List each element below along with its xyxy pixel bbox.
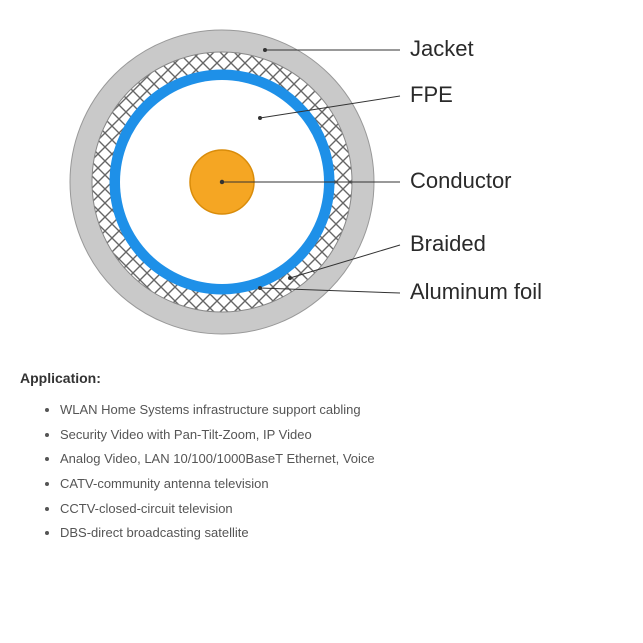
callout-label: Braided xyxy=(410,233,486,255)
application-item: CCTV-closed-circuit television xyxy=(60,497,623,522)
callout-dot xyxy=(258,286,262,290)
callout-label: Conductor xyxy=(410,170,512,192)
application-section: Application: WLAN Home Systems infrastru… xyxy=(0,360,643,546)
application-heading: Application: xyxy=(20,370,623,386)
application-item: WLAN Home Systems infrastructure support… xyxy=(60,398,623,423)
application-item: Analog Video, LAN 10/100/1000BaseT Ether… xyxy=(60,447,623,472)
callout-dot xyxy=(288,276,292,280)
callout-dot xyxy=(263,48,267,52)
callout-label: FPE xyxy=(410,84,453,106)
callout-dot xyxy=(258,116,262,120)
application-item: CATV-community antenna television xyxy=(60,472,623,497)
callout-dot xyxy=(220,180,224,184)
cable-cross-section-diagram: Jacket FPE Conductor Braided Aluminum foil xyxy=(0,0,643,360)
callout-label: Jacket xyxy=(410,38,474,60)
cable-svg xyxy=(0,0,643,360)
callout-label: Aluminum foil xyxy=(410,281,542,303)
application-item: DBS-direct broadcasting satellite xyxy=(60,521,623,546)
application-item: Security Video with Pan-Tilt-Zoom, IP Vi… xyxy=(60,423,623,448)
application-list: WLAN Home Systems infrastructure support… xyxy=(20,398,623,546)
